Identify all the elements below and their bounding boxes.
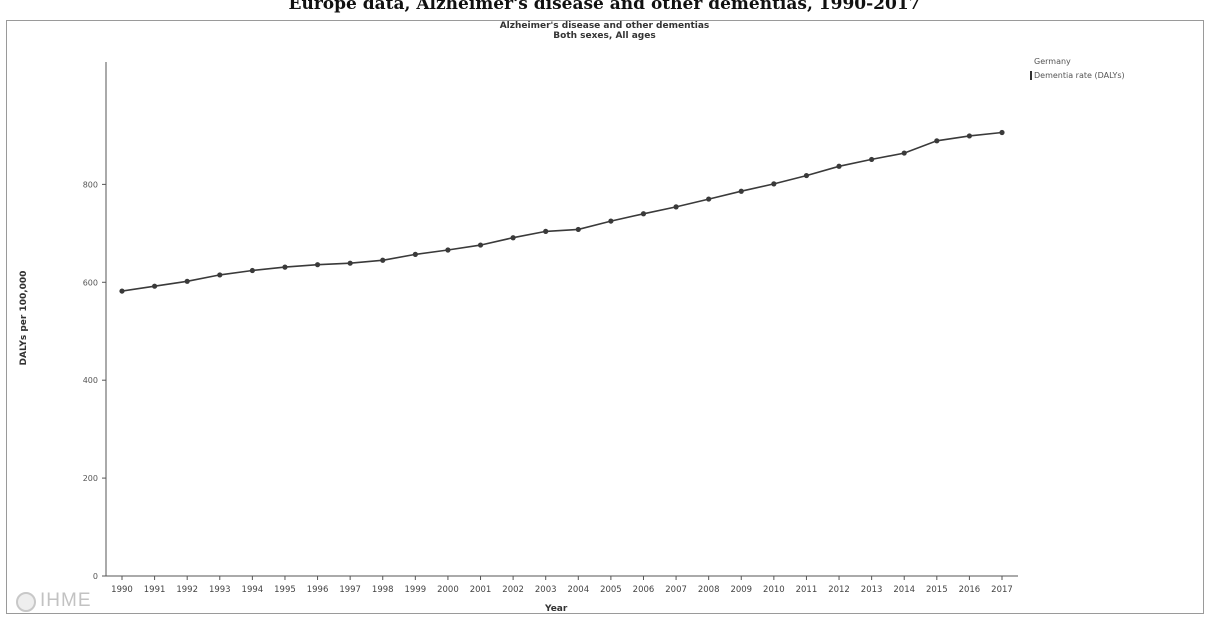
data-point[interactable] [510,235,516,241]
y-tick-label: 600 [83,278,98,287]
x-tick-label: 2016 [959,585,981,595]
data-point[interactable] [706,196,712,202]
data-point[interactable] [673,204,679,210]
data-point[interactable] [999,129,1005,136]
x-tick-label: 1998 [372,585,394,595]
data-point[interactable] [282,264,288,270]
x-tick-label: 2007 [665,585,687,595]
data-point[interactable] [771,181,777,187]
x-tick-label: 2008 [698,585,720,595]
x-tick-label: 2005 [600,585,622,595]
data-point[interactable] [803,172,810,179]
x-tick-label: 1992 [176,585,198,595]
y-tick-label: 400 [83,376,98,385]
data-point[interactable] [543,228,549,234]
data-points [119,129,1005,294]
data-point[interactable] [575,226,581,233]
x-tick-label: 2001 [470,585,492,595]
data-point[interactable] [347,260,353,266]
series-line [121,131,1003,292]
x-tick-label: 2000 [437,585,459,595]
legend-item-label: Germany [1034,57,1071,66]
legend: Germany Dementia rate (DALYs) [1030,56,1205,84]
data-point[interactable] [119,288,125,294]
data-point[interactable] [184,278,190,284]
x-axis-label: Year [545,604,568,614]
chart-title: Alzheimer's disease and other dementias [499,21,710,31]
data-point[interactable] [477,242,484,248]
data-point[interactable] [314,262,321,268]
x-tick-label: 2003 [535,585,557,595]
chart-frame [6,20,1204,614]
x-tick-label: 2002 [502,585,524,595]
x-tick-label: 2013 [861,585,883,595]
data-point[interactable] [217,272,223,278]
data-point[interactable] [966,133,973,139]
x-tick-label: 2009 [730,585,752,595]
chart-subtitle: Both sexes, All ages [553,31,656,41]
globe-icon [16,592,36,612]
data-point[interactable] [151,283,158,289]
data-point[interactable] [869,156,875,163]
data-point[interactable] [608,218,614,224]
x-tick-label: 1993 [209,585,231,595]
x-tick-label: 2006 [633,585,655,595]
x-tick-label: 1991 [144,585,166,595]
data-point[interactable] [934,138,940,144]
data-point[interactable] [445,247,451,253]
x-tick-label: 1999 [405,585,427,595]
axes [102,62,1018,580]
y-tick-label: 0 [93,572,98,581]
page-title: Europe data, Alzheimer's disease and oth… [288,0,921,14]
x-tick-label: 1996 [307,585,329,595]
data-point[interactable] [380,257,386,263]
data-point[interactable] [249,267,255,274]
x-tick-label: 2004 [567,585,589,595]
x-tick-label: 2015 [926,585,948,595]
y-tick-label: 200 [83,474,98,483]
x-tick-label: 1997 [339,585,361,595]
x-tick-label: 1995 [274,585,296,595]
tick-labels: 0 200 400 600 800 1990 1991 1992 1993 1994 1995 199… [83,180,1013,595]
x-tick-label: 2010 [763,585,785,595]
x-tick-label: 2017 [991,585,1013,595]
data-point[interactable] [836,163,842,169]
data-point[interactable] [640,211,647,217]
logo-wordmark: IHME [40,590,92,611]
data-point[interactable] [412,251,418,257]
data-point[interactable] [738,188,744,194]
y-axis-label: DALYs per 100,000 [19,270,29,366]
x-tick-label: 2011 [796,585,818,595]
legend-item-measure[interactable]: Dementia rate (DALYs) [1030,70,1205,84]
legend-item-label: Dementia rate (DALYs) [1030,71,1125,80]
x-tick-label: 2014 [893,585,915,595]
x-tick-label: 2012 [828,585,850,595]
x-tick-label: 1990 [111,585,133,595]
x-tick-label: 1994 [242,585,264,595]
data-point[interactable] [901,150,907,156]
y-tick-label: 800 [83,180,98,189]
legend-item-location[interactable]: Germany [1030,56,1205,70]
